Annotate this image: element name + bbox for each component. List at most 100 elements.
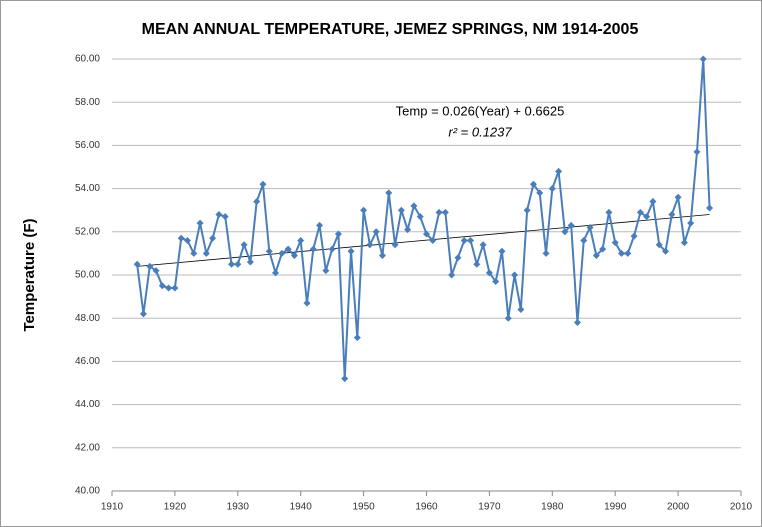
point bbox=[492, 277, 500, 285]
x-tick-label: 1980 bbox=[541, 502, 564, 513]
x-tick-label: 2010 bbox=[730, 502, 753, 513]
point bbox=[397, 206, 405, 214]
point bbox=[391, 241, 399, 249]
x-tick-label: 1940 bbox=[290, 502, 313, 513]
point bbox=[360, 206, 368, 214]
point bbox=[599, 245, 607, 253]
point bbox=[177, 234, 185, 242]
point bbox=[624, 249, 632, 257]
chart-title: MEAN ANNUAL TEMPERATURE, JEMEZ SPRINGS, … bbox=[142, 21, 639, 38]
point bbox=[435, 208, 443, 216]
y-tick-label: 44.00 bbox=[75, 399, 100, 410]
x-tick-label: 1950 bbox=[352, 502, 375, 513]
y-tick-label: 54.00 bbox=[75, 183, 100, 194]
point bbox=[165, 284, 173, 292]
point bbox=[605, 208, 613, 216]
point bbox=[253, 198, 261, 206]
point bbox=[592, 252, 600, 260]
point bbox=[674, 193, 682, 201]
point bbox=[699, 55, 707, 63]
point bbox=[536, 189, 544, 197]
y-tick-label: 52.00 bbox=[75, 226, 100, 237]
point bbox=[334, 230, 342, 238]
x-tick-label: 1990 bbox=[604, 502, 627, 513]
point bbox=[309, 245, 317, 253]
point bbox=[649, 198, 657, 206]
x-tick-label: 2000 bbox=[667, 502, 690, 513]
point bbox=[429, 236, 437, 244]
point bbox=[221, 213, 229, 221]
point bbox=[410, 202, 418, 210]
y-tick-label: 50.00 bbox=[75, 270, 100, 281]
point bbox=[290, 252, 298, 260]
point bbox=[385, 189, 393, 197]
point bbox=[139, 310, 147, 318]
point bbox=[240, 241, 248, 249]
point bbox=[228, 260, 236, 268]
point bbox=[561, 228, 569, 236]
point bbox=[190, 249, 198, 257]
y-tick-label: 48.00 bbox=[75, 313, 100, 324]
x-tick-label: 1920 bbox=[164, 502, 187, 513]
point bbox=[316, 221, 324, 229]
point bbox=[259, 180, 267, 188]
point bbox=[341, 375, 349, 383]
point bbox=[196, 219, 204, 227]
point bbox=[517, 306, 525, 314]
point bbox=[215, 211, 223, 219]
point bbox=[662, 247, 670, 255]
x-tick-label: 1930 bbox=[227, 502, 250, 513]
point bbox=[441, 208, 449, 216]
point bbox=[473, 260, 481, 268]
point bbox=[529, 180, 537, 188]
x-tick-label: 1970 bbox=[478, 502, 501, 513]
point bbox=[655, 241, 663, 249]
point bbox=[404, 226, 412, 234]
point bbox=[573, 319, 581, 327]
point bbox=[586, 223, 594, 231]
point bbox=[246, 258, 254, 266]
point bbox=[504, 314, 512, 322]
point bbox=[693, 148, 701, 156]
point bbox=[265, 247, 273, 255]
point bbox=[485, 269, 493, 277]
point bbox=[171, 284, 179, 292]
point bbox=[378, 252, 386, 260]
point bbox=[580, 236, 588, 244]
point bbox=[542, 249, 550, 257]
point bbox=[209, 234, 217, 242]
y-tick-label: 56.00 bbox=[75, 140, 100, 151]
trendline bbox=[137, 214, 710, 267]
point bbox=[511, 271, 519, 279]
point bbox=[158, 282, 166, 290]
point bbox=[303, 299, 311, 307]
point bbox=[372, 228, 380, 236]
point bbox=[328, 245, 336, 253]
point bbox=[284, 245, 292, 253]
point bbox=[548, 185, 556, 193]
point bbox=[347, 247, 355, 255]
point bbox=[523, 206, 531, 214]
point bbox=[643, 213, 651, 221]
point bbox=[366, 241, 374, 249]
point bbox=[636, 208, 644, 216]
y-tick-label: 46.00 bbox=[75, 356, 100, 367]
point bbox=[706, 204, 714, 212]
point bbox=[146, 262, 154, 270]
point bbox=[183, 236, 191, 244]
x-tick-label: 1960 bbox=[415, 502, 438, 513]
point bbox=[353, 334, 361, 342]
point bbox=[611, 239, 619, 247]
point bbox=[668, 211, 676, 219]
x-tick-label: 1910 bbox=[101, 502, 124, 513]
point bbox=[297, 236, 305, 244]
point bbox=[567, 221, 575, 229]
point bbox=[448, 271, 456, 279]
point bbox=[467, 236, 475, 244]
point bbox=[687, 219, 695, 227]
point bbox=[454, 254, 462, 262]
y-tick-label: 60.00 bbox=[75, 54, 100, 65]
y-tick-label: 58.00 bbox=[75, 97, 100, 108]
point bbox=[152, 267, 160, 275]
